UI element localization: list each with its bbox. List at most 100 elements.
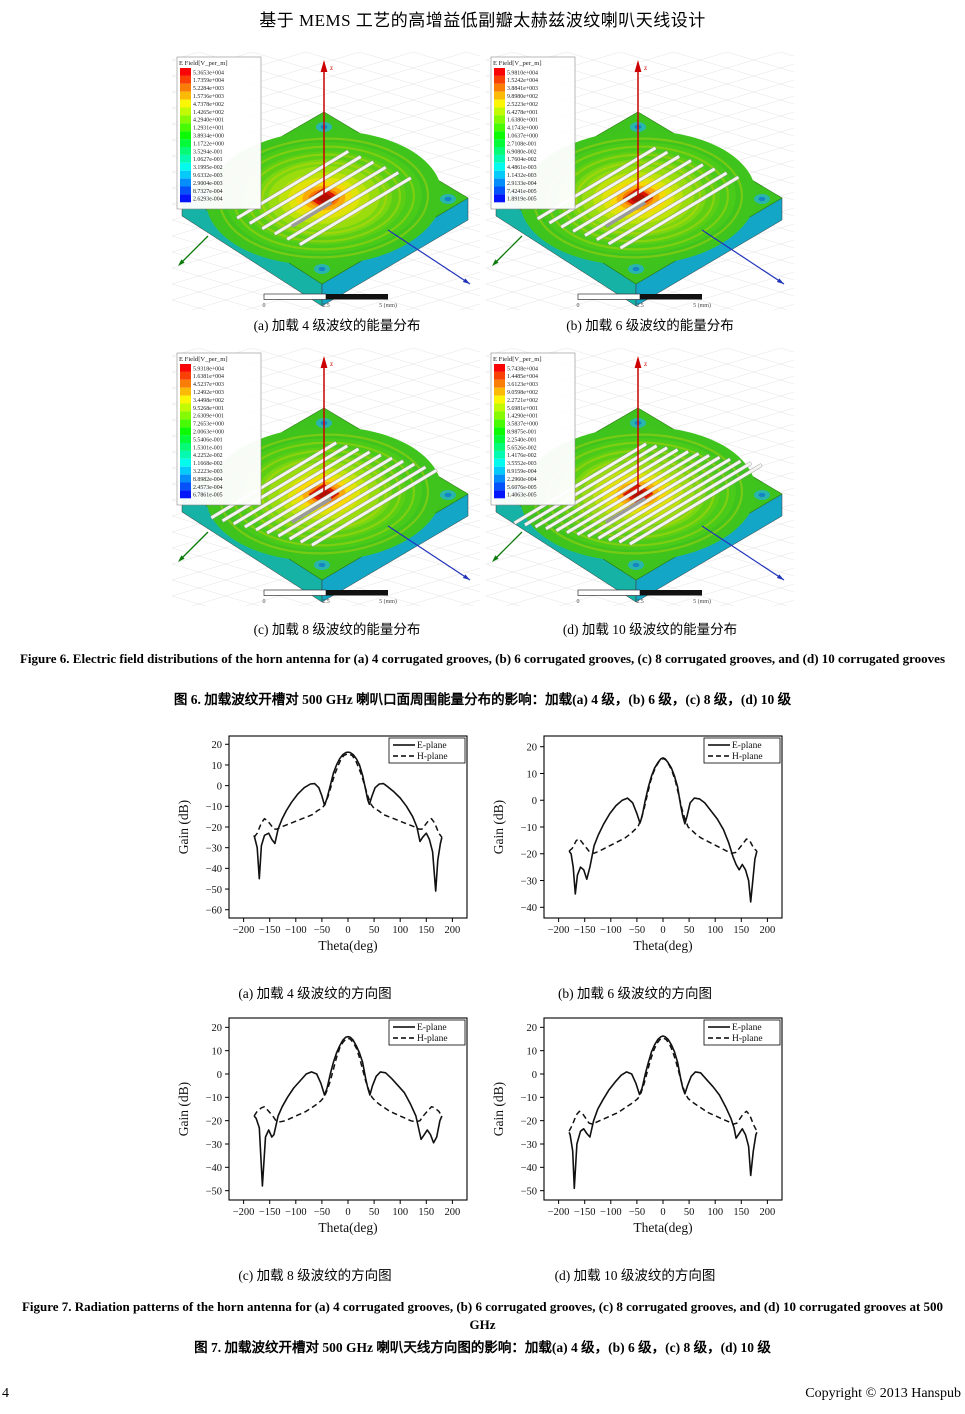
- svg-text:20: 20: [527, 743, 538, 754]
- svg-text:1.2931e+001: 1.2931e+001: [193, 126, 224, 132]
- svg-text:8.9875e-001: 8.9875e-001: [507, 430, 537, 436]
- svg-text:5.3653e+004: 5.3653e+004: [193, 70, 224, 76]
- svg-text:H-plane: H-plane: [417, 1034, 448, 1044]
- svg-text:6.4278e+001: 6.4278e+001: [507, 110, 538, 116]
- svg-text:2.0063e+000: 2.0063e+000: [193, 430, 224, 436]
- chart-caption-c: (c) 加载 8 级波纹的方向图: [238, 1268, 392, 1283]
- svg-text:100: 100: [392, 1207, 408, 1218]
- figure6-caption-zh: 图 6. 加载波纹开槽对 500 GHz 喇叭口面周围能量分布的影响：加载(a)…: [173, 692, 792, 707]
- svg-text:3.2223e-003: 3.2223e-003: [193, 469, 223, 475]
- figure6-caption-en: Figure 6. Electric field distributions o…: [19, 651, 946, 666]
- svg-text:E-plane: E-plane: [732, 1023, 762, 1033]
- svg-text:−200: −200: [233, 925, 255, 936]
- svg-text:−40: −40: [206, 864, 222, 875]
- svg-text:50: 50: [369, 925, 380, 936]
- y-axis-label: Gain (dB): [176, 800, 191, 854]
- z-axis-arrow: z: [634, 356, 647, 494]
- svg-text:1.7359e+004: 1.7359e+004: [193, 78, 224, 84]
- svg-text:4.2940e+001: 4.2940e+001: [193, 118, 224, 124]
- svg-text:3.5294e-001: 3.5294e-001: [193, 149, 223, 155]
- svg-text:0: 0: [345, 925, 350, 936]
- scale-bar: 0 2.5 5 (mm): [263, 293, 397, 309]
- svg-text:5.2284e+003: 5.2284e+003: [193, 86, 224, 92]
- svg-text:5.6526e-002: 5.6526e-002: [507, 445, 537, 451]
- svg-text:H-plane: H-plane: [417, 752, 448, 762]
- svg-text:2.5: 2.5: [636, 303, 644, 309]
- y-axis-arrow: [701, 525, 785, 581]
- svg-text:0: 0: [345, 1207, 350, 1218]
- svg-text:−50: −50: [314, 925, 330, 936]
- efield-panel-d: z 0 2.5 5 (mm) E Field[V_per_m] 5.7438e+004 1.…: [486, 348, 794, 606]
- feed-line: [291, 497, 333, 524]
- e-plane-curve: [568, 1035, 758, 1190]
- svg-text:H-plane: H-plane: [732, 1034, 763, 1044]
- svg-text:−200: −200: [233, 1207, 255, 1218]
- svg-text:150: 150: [733, 925, 749, 936]
- radiation-chart-a: −200 −150 −100 −50 0 50 100 150 200−60−50−40−30−…: [176, 735, 468, 953]
- svg-text:50: 50: [684, 1207, 695, 1218]
- svg-text:1.4485e+004: 1.4485e+004: [507, 374, 538, 380]
- svg-text:0: 0: [532, 796, 537, 807]
- svg-text:10: 10: [527, 1046, 538, 1057]
- svg-text:4.7378e+002: 4.7378e+002: [193, 102, 224, 108]
- svg-text:2.5223e+002: 2.5223e+002: [507, 102, 538, 108]
- svg-text:E Field[V_per_m]: E Field[V_per_m]: [179, 60, 228, 67]
- svg-text:9.6332e-003: 9.6332e-003: [193, 173, 223, 179]
- chart-axes: −200 −150 −100 −50 0 50 100 150 200−50−40−30−20−…: [176, 1017, 468, 1235]
- efield-legend: E Field[V_per_m] 5.3653e+004 1.7359e+004 5.…: [176, 56, 262, 210]
- y-axis-arrow: [387, 229, 471, 285]
- svg-text:1.0627e-001: 1.0627e-001: [193, 157, 223, 163]
- svg-text:5 (mm): 5 (mm): [379, 598, 397, 605]
- svg-text:200: 200: [760, 925, 776, 936]
- efield-legend: E Field[V_per_m] 5.9318e+004 1.6381e+004 4.…: [176, 352, 262, 506]
- svg-text:3.1995e-002: 3.1995e-002: [193, 165, 223, 171]
- svg-text:20: 20: [212, 1023, 223, 1034]
- svg-text:−150: −150: [574, 1207, 596, 1218]
- svg-text:50: 50: [684, 925, 695, 936]
- svg-text:2.6293e-004: 2.6293e-004: [193, 197, 223, 203]
- svg-text:E Field[V_per_m]: E Field[V_per_m]: [493, 60, 542, 67]
- svg-text:0: 0: [577, 599, 580, 605]
- svg-text:−60: −60: [206, 906, 222, 917]
- svg-text:5.9318e+004: 5.9318e+004: [193, 366, 224, 372]
- svg-text:4.1743e+000: 4.1743e+000: [507, 126, 538, 132]
- x-axis-label: Theta(deg): [633, 938, 692, 953]
- svg-text:6.9080e-002: 6.9080e-002: [507, 149, 537, 155]
- y-axis-arrow: [387, 525, 471, 581]
- z-axis-arrow: z: [634, 60, 647, 198]
- svg-text:9.5268e+001: 9.5268e+001: [193, 406, 224, 412]
- svg-text:9.0598e+002: 9.0598e+002: [507, 390, 538, 396]
- svg-text:−100: −100: [285, 1207, 307, 1218]
- svg-text:E Field[V_per_m]: E Field[V_per_m]: [493, 356, 542, 363]
- efield-panel-c: z 0 2.5 5 (mm) E Field[V_per_m] 5.9318e+004 1.…: [172, 348, 480, 606]
- svg-text:1.4265e+002: 1.4265e+002: [193, 110, 224, 116]
- svg-text:1.5301e-001: 1.5301e-001: [193, 445, 223, 451]
- scale-bar: 0 2.5 5 (mm): [577, 293, 711, 309]
- svg-text:−50: −50: [206, 885, 222, 896]
- svg-text:150: 150: [733, 1207, 749, 1218]
- svg-text:0: 0: [217, 781, 222, 792]
- svg-text:100: 100: [392, 925, 408, 936]
- svg-text:−40: −40: [521, 903, 537, 914]
- svg-text:3.5552e-003: 3.5552e-003: [507, 461, 537, 467]
- svg-text:−150: −150: [259, 925, 281, 936]
- svg-text:1.6380e+001: 1.6380e+001: [507, 118, 538, 124]
- svg-text:2.5: 2.5: [636, 599, 644, 605]
- svg-text:−30: −30: [206, 1140, 222, 1151]
- figure7-caption-en: Figure 7. Radiation patterns of the horn…: [21, 1299, 944, 1332]
- svg-text:150: 150: [418, 925, 434, 936]
- svg-text:1.8919e-005: 1.8919e-005: [507, 197, 537, 203]
- svg-text:−100: −100: [600, 1207, 622, 1218]
- svg-text:−10: −10: [206, 1093, 222, 1104]
- chart-caption-a: (a) 加载 4 级波纹的方向图: [238, 986, 392, 1001]
- svg-text:10: 10: [212, 1046, 223, 1057]
- y-axis-label: Gain (dB): [176, 1082, 191, 1136]
- svg-text:1.4290e+001: 1.4290e+001: [507, 414, 538, 420]
- svg-text:5.6076e-005: 5.6076e-005: [507, 485, 537, 491]
- svg-text:3.5837e+000: 3.5837e+000: [507, 422, 538, 428]
- svg-text:0: 0: [263, 303, 266, 309]
- figure7-caption-zh: 图 7. 加载波纹开槽对 500 GHz 喇叭天线方向图的影响：加载(a) 4 …: [194, 1340, 771, 1355]
- svg-text:1.4176e-002: 1.4176e-002: [507, 453, 537, 459]
- svg-text:2.5: 2.5: [322, 303, 330, 309]
